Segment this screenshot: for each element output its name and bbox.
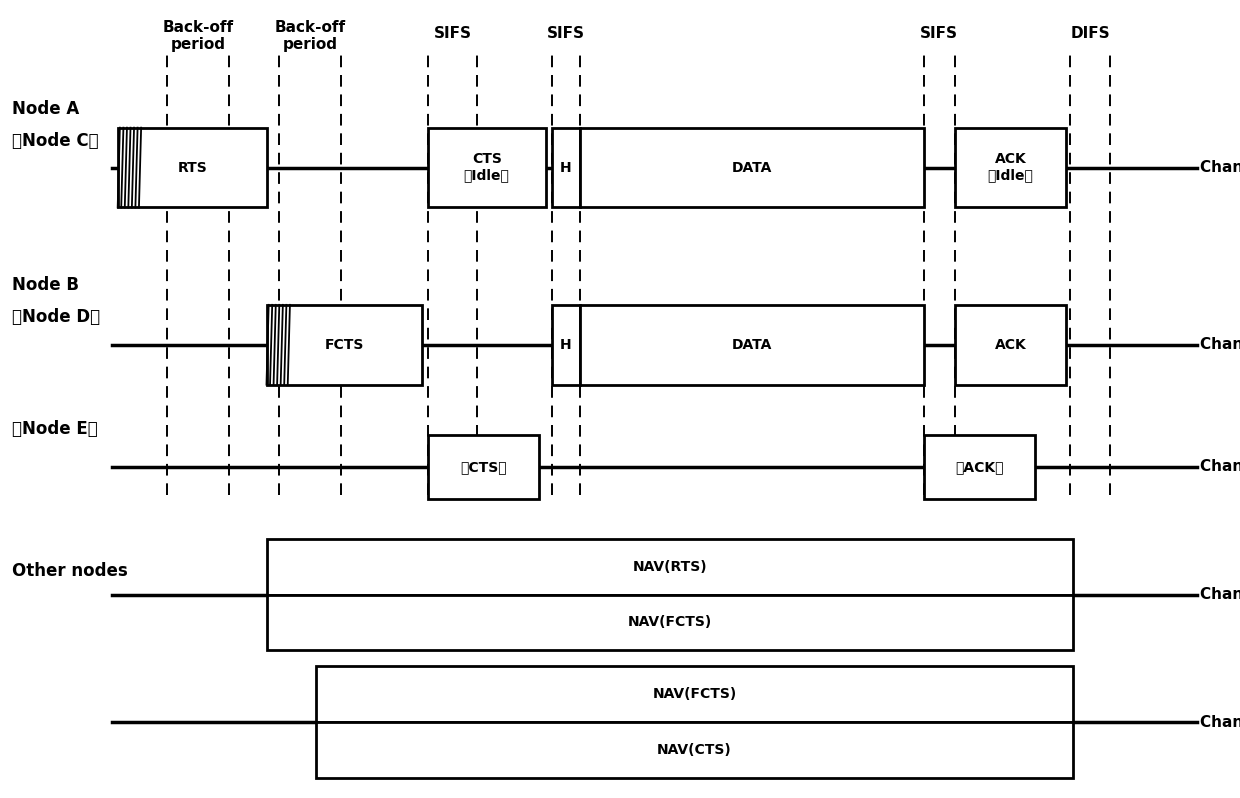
Bar — [118, 128, 267, 207]
Text: Channel 1*: Channel 1* — [1200, 715, 1240, 729]
Text: H: H — [560, 338, 572, 352]
Text: FCTS: FCTS — [325, 338, 363, 352]
Bar — [955, 128, 1066, 207]
Text: NAV(CTS): NAV(CTS) — [657, 743, 732, 757]
Text: （CTS）: （CTS） — [460, 460, 507, 474]
Text: NAV(FCTS): NAV(FCTS) — [652, 687, 737, 701]
Bar — [552, 128, 580, 207]
Text: Back-off
period: Back-off period — [162, 20, 234, 53]
Text: ACK: ACK — [994, 338, 1027, 352]
Text: Channel 1*: Channel 1* — [1200, 460, 1240, 474]
Bar — [428, 435, 539, 499]
Text: DATA: DATA — [732, 338, 773, 352]
Text: NAV(FCTS): NAV(FCTS) — [627, 615, 712, 630]
Text: ACK
（Idle）: ACK （Idle） — [988, 152, 1033, 183]
Text: Back-off
period: Back-off period — [274, 20, 346, 53]
Bar — [552, 305, 580, 385]
Text: Node A: Node A — [12, 101, 79, 118]
Text: （Node C）: （Node C） — [12, 132, 99, 150]
Text: NAV(RTS): NAV(RTS) — [632, 559, 707, 574]
Bar — [267, 539, 1073, 595]
Text: Other nodes: Other nodes — [12, 562, 128, 579]
Text: SIFS: SIFS — [920, 26, 957, 41]
Bar — [924, 435, 1035, 499]
Bar — [955, 305, 1066, 385]
Bar — [316, 722, 1073, 778]
Text: DIFS: DIFS — [1070, 26, 1110, 41]
Text: DATA: DATA — [732, 160, 773, 175]
Bar — [267, 595, 1073, 650]
Text: SIFS: SIFS — [547, 26, 584, 41]
Bar — [580, 128, 924, 207]
Text: RTS: RTS — [177, 160, 207, 175]
Text: Channel 1: Channel 1 — [1200, 587, 1240, 602]
Text: Channel 1: Channel 1 — [1200, 160, 1240, 175]
Bar — [316, 666, 1073, 722]
Text: （Node E）: （Node E） — [12, 420, 98, 437]
Bar — [267, 305, 422, 385]
Bar — [428, 128, 546, 207]
Text: Node B: Node B — [12, 276, 79, 294]
Text: Channel 1*: Channel 1* — [1200, 338, 1240, 352]
Text: CTS
（Idle）: CTS （Idle） — [464, 152, 510, 183]
Text: （ACK）: （ACK） — [955, 460, 1004, 474]
Text: （Node D）: （Node D） — [12, 308, 100, 326]
Text: H: H — [560, 160, 572, 175]
Bar — [580, 305, 924, 385]
Text: SIFS: SIFS — [434, 26, 471, 41]
